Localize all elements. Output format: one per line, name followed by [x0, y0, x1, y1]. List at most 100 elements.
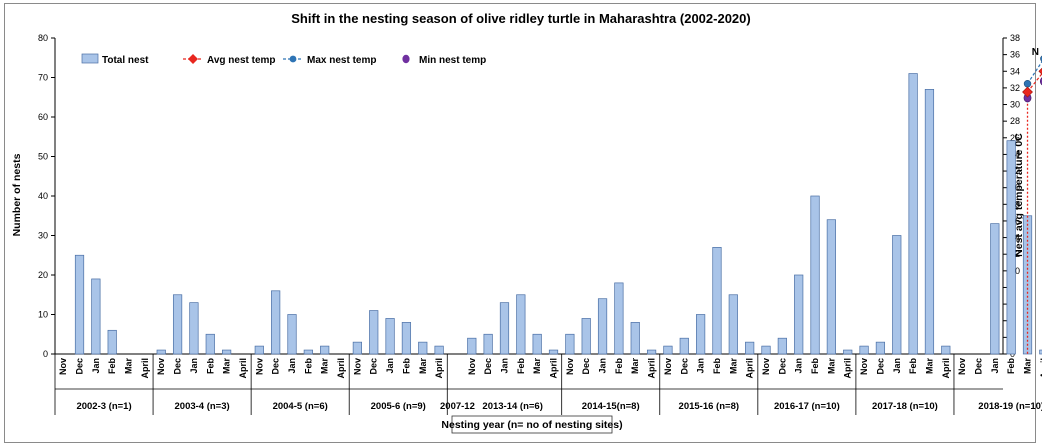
legend-swatch-avg-temp-marker — [188, 54, 198, 64]
x-tick-label: Dec — [173, 358, 183, 375]
y-tick-label: 0 — [43, 349, 48, 359]
x-tick-label: Nov — [565, 358, 575, 375]
y2-tick-label: 38 — [1010, 33, 1020, 43]
x-tick-label: Mar — [630, 358, 640, 375]
y-tick-label: 80 — [38, 33, 48, 43]
bar — [581, 318, 591, 355]
group-label: 2014-15(n=8) — [582, 401, 640, 412]
bar — [565, 333, 575, 355]
plot-area: 0102030405060708002468101214161820222426… — [38, 33, 1042, 415]
legend-swatch-min-temp — [402, 54, 410, 64]
y2-tick-label: 26 — [1010, 133, 1020, 143]
x-tick-label: April — [745, 358, 755, 379]
bar — [597, 298, 608, 355]
x-tick-label: Jan — [385, 358, 395, 374]
group-label: 2005-6 (n=9) — [371, 401, 426, 412]
bar — [843, 349, 853, 355]
x-tick-label: Mar — [924, 358, 934, 375]
bar — [189, 302, 199, 355]
x-tick-label: Jan — [892, 358, 902, 374]
bar — [728, 294, 738, 355]
y-tick-label: 60 — [38, 112, 48, 122]
x-tick-label: Nov — [352, 358, 362, 375]
x-axis-label-box — [451, 415, 613, 434]
bar — [859, 345, 869, 355]
x-tick-label: Dec — [369, 358, 379, 375]
legend-label: Max nest temp — [307, 55, 376, 66]
legend-label: Min nest temp — [419, 55, 486, 66]
avg-temp-point — [1038, 67, 1042, 75]
x-tick-label: Mar — [222, 358, 232, 375]
bar — [172, 294, 183, 355]
x-tick-label: Nov — [663, 358, 673, 375]
x-tick-label: Dec — [777, 358, 787, 375]
bar — [516, 294, 526, 355]
group-label: 2016-17 (n=10) — [774, 401, 840, 412]
bar — [892, 235, 902, 355]
x-tick-label: Jan — [287, 358, 297, 374]
bar — [499, 302, 510, 355]
bar — [663, 345, 673, 355]
bar — [1039, 349, 1042, 355]
bar — [908, 73, 918, 355]
bar — [107, 329, 117, 355]
x-tick-label: April — [238, 358, 248, 379]
x-tick-label: Mar — [124, 358, 134, 375]
x-tick-label: Dec — [875, 358, 885, 375]
x-tick-label: April — [434, 358, 444, 379]
bar — [369, 310, 379, 355]
x-tick-label: April — [549, 358, 559, 379]
x-tick-label: Mar — [320, 358, 330, 375]
group-label: 2003-4 (n=3) — [175, 401, 230, 412]
x-tick-label: Feb — [303, 358, 313, 375]
y-axis-label: Number of nests — [11, 153, 23, 236]
y2-axis-label: Nest avg temperature 0C — [1013, 133, 1025, 257]
x-tick-label: Dec — [973, 358, 983, 375]
legend-swatch-max-temp-marker — [289, 55, 297, 63]
x-tick-label: Feb — [810, 358, 820, 375]
legend-label: Avg nest temp — [207, 55, 276, 66]
bar — [205, 333, 215, 355]
x-tick-label: Mar — [418, 358, 428, 375]
x-tick-label: April — [1039, 358, 1042, 379]
y-tick-label: 40 — [38, 191, 48, 201]
x-tick-label: Feb — [712, 358, 722, 375]
legend: Total nest Avg nest temp Max nest temp Min … — [81, 53, 486, 66]
x-tick-label: Nov — [957, 358, 967, 375]
x-tick-label: Nov — [467, 358, 477, 375]
x-tick-label: Feb — [614, 358, 624, 375]
bar — [990, 223, 1000, 355]
x-tick-label: April — [140, 358, 150, 379]
x-tick-label: Nov — [156, 358, 166, 375]
bar — [646, 349, 657, 355]
x-tick-label: Jan — [189, 358, 199, 374]
x-tick-label: April — [941, 358, 951, 379]
bar — [254, 345, 264, 355]
bar — [287, 314, 297, 355]
bar — [222, 349, 232, 355]
bar — [941, 345, 951, 355]
x-tick-label: Dec — [483, 358, 493, 375]
max-temp-point — [1023, 80, 1032, 88]
bar — [1006, 140, 1016, 355]
chart-title: Shift in the nesting season of olive rid… — [291, 11, 750, 26]
bar — [91, 278, 101, 355]
bar — [614, 282, 624, 355]
bar — [156, 349, 166, 355]
x-tick-label: Dec — [679, 358, 689, 375]
bar — [467, 337, 477, 355]
x-tick-label: Dec — [581, 358, 591, 375]
avg-temp-line — [1027, 72, 1042, 93]
bar — [320, 345, 330, 355]
x-tick-label: April — [843, 358, 853, 379]
x-tick-label: Feb — [107, 358, 117, 375]
x-tick-label: Feb — [516, 358, 526, 375]
y-tick-label: 30 — [38, 231, 48, 241]
group-label: 2013-14 (n=6) — [482, 401, 542, 412]
group-label: 2007-12 — [440, 401, 475, 412]
bar — [761, 345, 771, 355]
x-tick-label: Nov — [761, 358, 771, 375]
x-tick-label: Feb — [908, 358, 918, 375]
x-tick-label: Feb — [401, 358, 411, 375]
bar — [826, 219, 836, 355]
